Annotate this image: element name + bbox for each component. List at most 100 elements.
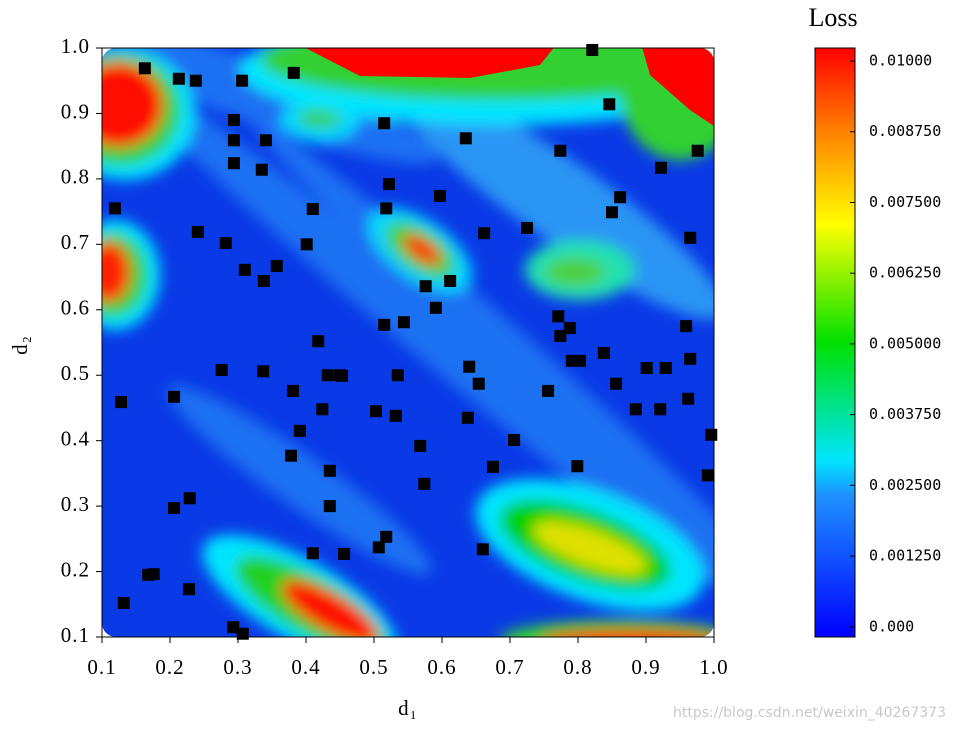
sample-point [659, 362, 672, 375]
sample-point [316, 403, 329, 416]
sample-point [606, 206, 618, 219]
sample-point [147, 568, 160, 581]
y-tick-label: 0.1 [61, 623, 90, 647]
sample-point [306, 547, 319, 560]
sample-point [287, 66, 300, 79]
sample-point [168, 390, 181, 403]
y-tick-label: 0.9 [61, 99, 90, 123]
sample-point [372, 541, 385, 554]
sample-point [414, 439, 427, 452]
plot-frame [101, 47, 715, 638]
sample-point [629, 403, 642, 416]
sample-point [444, 274, 457, 287]
sample-point [433, 189, 446, 202]
x-tick-label: 0.3 [223, 655, 252, 679]
sample-point [378, 117, 391, 130]
colorbar [814, 47, 856, 638]
sample-point [614, 191, 627, 204]
sample-point [236, 74, 249, 87]
sample-point [419, 280, 432, 293]
sample-point [238, 263, 251, 276]
sample-point [285, 449, 298, 462]
sample-point [138, 62, 151, 75]
sample-point [701, 469, 714, 482]
sample-point [521, 221, 533, 234]
sample-point [189, 74, 202, 87]
sample-point [571, 460, 584, 473]
x-tick-label: 0.1 [87, 655, 116, 679]
sample-point [117, 596, 130, 609]
sample-point [563, 322, 576, 335]
sample-point [259, 134, 272, 147]
sample-point [463, 360, 476, 373]
colorbar-tick-label: 0.003750 [869, 405, 941, 423]
colorbar-tick-label: 0.01000 [869, 52, 932, 70]
sample-point [287, 384, 300, 397]
sample-point [380, 530, 393, 543]
sample-point [389, 409, 402, 422]
y-tick-label: 1.0 [61, 34, 90, 58]
sample-point [215, 363, 228, 376]
sample-point [380, 202, 393, 215]
sample-point [691, 144, 704, 157]
colorbar-tick-label: 0.008750 [869, 122, 941, 140]
sample-point [574, 354, 587, 367]
y-tick-label: 0.3 [61, 492, 90, 516]
sample-point [586, 43, 599, 56]
sample-point [552, 310, 565, 323]
sample-point [705, 428, 718, 441]
sample-point [227, 134, 240, 147]
sample-point [191, 225, 204, 238]
sample-point [227, 113, 240, 126]
sample-point [684, 352, 697, 365]
colorbar-tick-label: 0.006250 [869, 264, 941, 282]
sample-point [391, 369, 404, 382]
sample-point [312, 335, 325, 348]
y-tick-label: 0.8 [61, 165, 90, 189]
y-tick-label: 0.7 [61, 230, 90, 254]
x-tick-label: 0.9 [631, 655, 660, 679]
sample-point [370, 405, 383, 418]
sample-point [219, 237, 232, 250]
sample-point [236, 627, 249, 640]
sample-point [654, 161, 667, 174]
sample-point [684, 231, 697, 244]
x-tick-label: 1.0 [699, 655, 728, 679]
sample-point [172, 72, 185, 85]
sample-point [554, 144, 567, 157]
sample-point [382, 178, 395, 191]
colorbar-tick-label: 0.005000 [869, 334, 941, 352]
sample-point [487, 460, 499, 473]
sample-point [397, 316, 410, 329]
sample-point [300, 238, 313, 251]
scatter-layer [108, 43, 718, 640]
sample-point [255, 163, 268, 176]
sample-point [168, 502, 181, 515]
sample-point [321, 369, 334, 382]
y-tick-label: 0.2 [61, 557, 90, 581]
sample-point [227, 157, 240, 170]
colorbar-tick-label: 0.000 [869, 617, 914, 635]
colorbar-tick-label: 0.002500 [869, 476, 941, 494]
sample-point [323, 464, 336, 477]
colorbar-title: Loss [808, 3, 857, 32]
sample-point [429, 301, 442, 314]
sample-point [306, 202, 319, 215]
x-tick-label: 0.7 [495, 655, 524, 679]
sample-point [597, 346, 610, 359]
sample-point [610, 377, 623, 390]
x-tick-label: 0.4 [291, 655, 320, 679]
x-tick-label: 0.2 [155, 655, 184, 679]
colorbar-tick-label: 0.001250 [869, 547, 941, 565]
sample-point [459, 132, 472, 145]
y-tick-label: 0.5 [61, 361, 90, 385]
sample-point [293, 424, 306, 437]
y-tick-label: 0.6 [61, 296, 90, 320]
x-tick-label: 0.6 [427, 655, 456, 679]
sample-point [478, 227, 491, 240]
sample-point [418, 477, 431, 490]
watermark: https://blog.csdn.net/weixin_40267373 [673, 705, 946, 721]
sample-point [682, 392, 695, 405]
sample-point [257, 365, 270, 378]
sample-point [508, 434, 521, 447]
